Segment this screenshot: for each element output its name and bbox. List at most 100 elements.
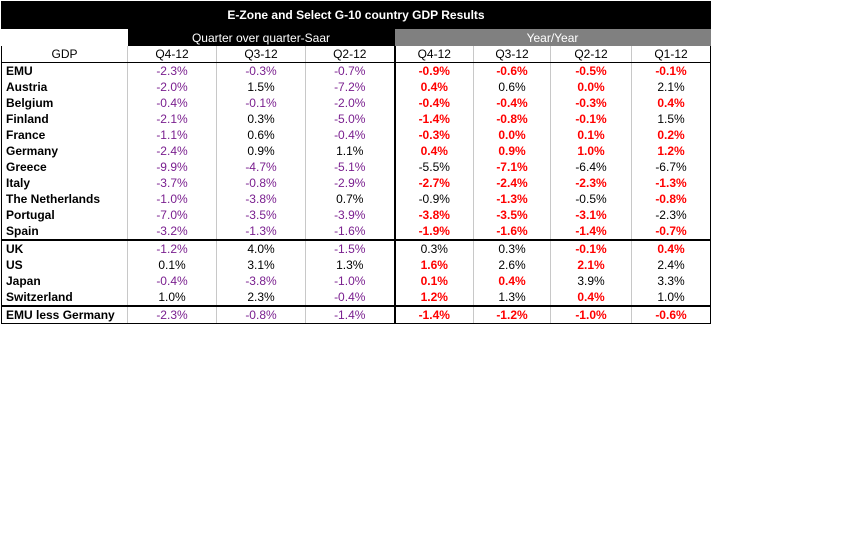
qoq-cell: 1.3% — [305, 257, 396, 273]
table-row: Japan -0.4% -3.8% -1.0% 0.1% 0.4% 3.9% 3.3% — [1, 273, 711, 289]
table-row: Belgium -0.4% -0.1% -2.0% -0.4% -0.4% -0.3% 0.4… — [1, 95, 711, 111]
yoy-cell: 3.3% — [631, 273, 711, 289]
col-header-qoq-q4: Q4-12 — [127, 46, 217, 63]
qoq-cell: 3.1% — [216, 257, 306, 273]
yoy-cell: 0.4% — [473, 273, 551, 289]
yoy-cell: 0.0% — [550, 79, 632, 95]
yoy-cell: 1.2% — [631, 143, 711, 159]
table-row: Switzerland 1.0% 2.3% -0.4% 1.2% 1.3% 0.4% 1.0% — [1, 289, 711, 306]
qoq-cell: 4.0% — [216, 239, 306, 257]
yoy-cell: 2.1% — [631, 79, 711, 95]
qoq-cell: 2.3% — [216, 289, 306, 306]
yoy-cell: 2.4% — [631, 257, 711, 273]
col-header-gdp: GDP — [1, 46, 128, 63]
qoq-cell: 1.0% — [127, 289, 217, 306]
country-name: US — [1, 257, 128, 273]
yoy-cell: 0.6% — [473, 79, 551, 95]
yoy-cell: -3.8% — [394, 207, 474, 223]
qoq-cell: -0.4% — [305, 289, 396, 306]
yoy-cell: -1.4% — [394, 111, 474, 127]
table-row: Portugal -7.0% -3.5% -3.9% -3.8% -3.5% -3.1% -2… — [1, 207, 711, 223]
col-header-yoy-q2: Q2-12 — [550, 46, 632, 63]
yoy-cell: -0.1% — [550, 111, 632, 127]
yoy-cell: 0.3% — [394, 239, 474, 257]
col-header-qoq-q3: Q3-12 — [216, 46, 306, 63]
qoq-cell: -2.0% — [127, 79, 217, 95]
yoy-cell: -1.4% — [394, 305, 474, 324]
qoq-cell: -0.4% — [305, 127, 396, 143]
yoy-cell: -1.4% — [550, 223, 632, 240]
table-title: E-Zone and Select G-10 country GDP Resul… — [1, 1, 711, 29]
qoq-cell: -0.3% — [216, 62, 306, 79]
table-row: EMU less Germany -2.3% -0.8% -1.4% -1.4% -1.2… — [1, 305, 711, 324]
country-name: Greece — [1, 159, 128, 175]
qoq-cell: -2.3% — [127, 305, 217, 324]
qoq-cell: -1.6% — [305, 223, 396, 240]
yoy-cell: -0.6% — [473, 62, 551, 79]
yoy-cell: -1.9% — [394, 223, 474, 240]
yoy-cell: -0.5% — [550, 62, 632, 79]
yoy-cell: -2.3% — [550, 175, 632, 191]
yoy-cell: -3.1% — [550, 207, 632, 223]
qoq-cell: 0.9% — [216, 143, 306, 159]
qoq-cell: -0.7% — [305, 62, 396, 79]
qoq-cell: -0.1% — [216, 95, 306, 111]
col-header-qoq-q2: Q2-12 — [305, 46, 396, 63]
yoy-cell: 3.9% — [550, 273, 632, 289]
yoy-cell: -1.6% — [473, 223, 551, 240]
yoy-cell: 0.0% — [473, 127, 551, 143]
qoq-cell: 1.1% — [305, 143, 396, 159]
yoy-cell: 1.0% — [550, 143, 632, 159]
yoy-cell: 0.4% — [631, 239, 711, 257]
yoy-cell: -0.3% — [550, 95, 632, 111]
country-name: Belgium — [1, 95, 128, 111]
qoq-cell: -5.1% — [305, 159, 396, 175]
yoy-cell: 1.5% — [631, 111, 711, 127]
qoq-cell: -3.7% — [127, 175, 217, 191]
yoy-cell: -5.5% — [394, 159, 474, 175]
col-header-yoy-q1: Q1-12 — [631, 46, 711, 63]
country-name: Portugal — [1, 207, 128, 223]
yoy-cell: -0.4% — [394, 95, 474, 111]
qoq-cell: -7.2% — [305, 79, 396, 95]
qoq-cell: -3.9% — [305, 207, 396, 223]
yoy-cell: -0.5% — [550, 191, 632, 207]
qoq-cell: -7.0% — [127, 207, 217, 223]
qoq-cell: -3.8% — [216, 273, 306, 289]
qoq-cell: -1.5% — [305, 239, 396, 257]
qoq-cell: -1.4% — [305, 305, 396, 324]
qoq-cell: -1.3% — [216, 223, 306, 240]
group-header-qoq: Quarter over quarter-Saar — [127, 28, 395, 46]
yoy-cell: -1.3% — [473, 191, 551, 207]
table-row: US 0.1% 3.1% 1.3% 1.6% 2.6% 2.1% 2.4% — [1, 257, 711, 273]
qoq-cell: -3.2% — [127, 223, 217, 240]
qoq-cell: -1.1% — [127, 127, 217, 143]
qoq-cell: -0.4% — [127, 273, 217, 289]
yoy-cell: 0.1% — [550, 127, 632, 143]
yoy-cell: 2.1% — [550, 257, 632, 273]
yoy-cell: -1.2% — [473, 305, 551, 324]
yoy-cell: -3.5% — [473, 207, 551, 223]
table-row: Greece -9.9% -4.7% -5.1% -5.5% -7.1% -6.4% -6.7… — [1, 159, 711, 175]
yoy-cell: 1.6% — [394, 257, 474, 273]
col-header-yoy-q3: Q3-12 — [473, 46, 551, 63]
country-name: Austria — [1, 79, 128, 95]
table-row: EMU -2.3% -0.3% -0.7% -0.9% -0.6% -0.5% -0.1% — [1, 62, 711, 79]
yoy-cell: 0.2% — [631, 127, 711, 143]
qoq-cell: -0.8% — [216, 175, 306, 191]
qoq-cell: -2.3% — [127, 62, 217, 79]
table-row: Finland -2.1% 0.3% -5.0% -1.4% -0.8% -0.1% 1.5% — [1, 111, 711, 127]
country-name: Italy — [1, 175, 128, 191]
qoq-cell: -2.9% — [305, 175, 396, 191]
yoy-cell: 1.0% — [631, 289, 711, 306]
qoq-cell: -9.9% — [127, 159, 217, 175]
yoy-cell: 0.4% — [394, 79, 474, 95]
col-header-yoy-q4: Q4-12 — [394, 46, 474, 63]
yoy-cell: -6.4% — [550, 159, 632, 175]
yoy-cell: -2.3% — [631, 207, 711, 223]
qoq-cell: -4.7% — [216, 159, 306, 175]
country-name: EMU less Germany — [1, 305, 128, 324]
yoy-cell: 1.3% — [473, 289, 551, 306]
table-row: Austria -2.0% 1.5% -7.2% 0.4% 0.6% 0.0% 2.1% — [1, 79, 711, 95]
yoy-cell: -0.9% — [394, 191, 474, 207]
